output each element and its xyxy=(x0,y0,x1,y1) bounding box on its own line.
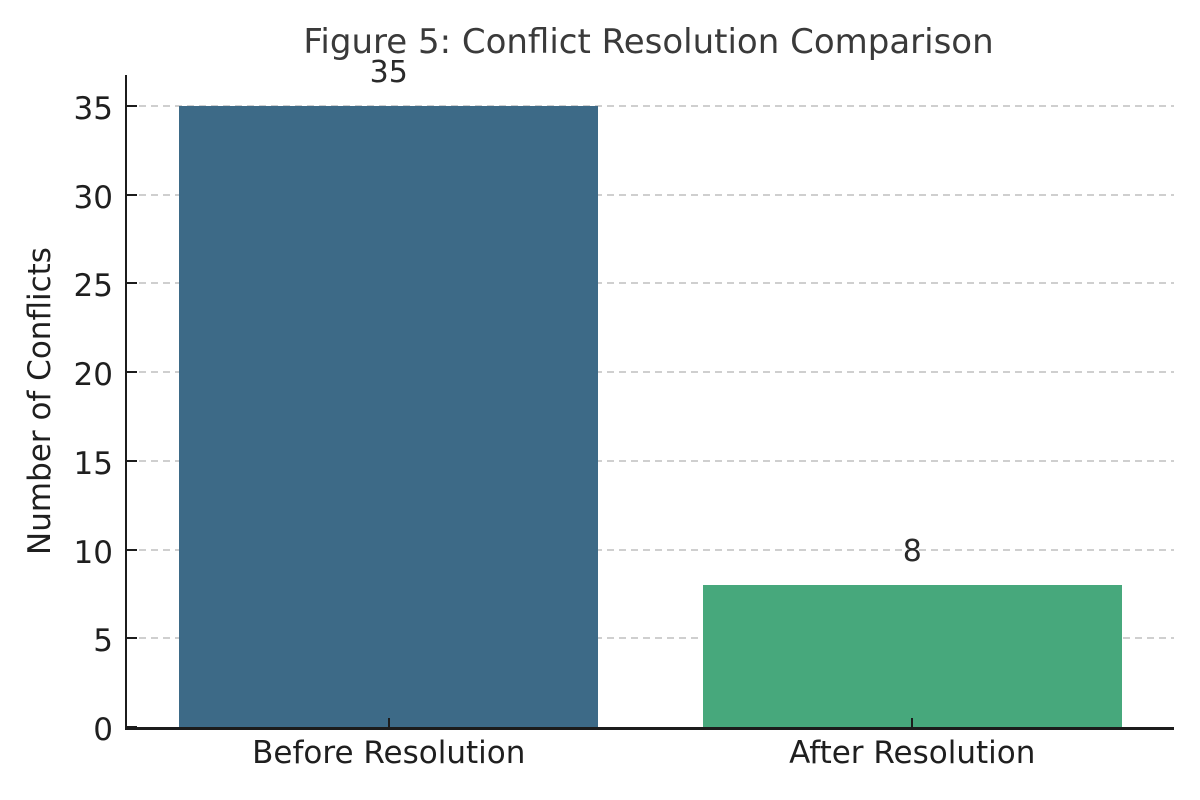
gridline xyxy=(127,371,1174,374)
y-tick-label: 5 xyxy=(93,623,113,660)
y-tick-label: 15 xyxy=(73,445,113,482)
x-tick-label: After Resolution xyxy=(789,735,1036,771)
y-tick-label: 35 xyxy=(73,91,113,128)
y-tick-label: 30 xyxy=(73,179,113,216)
x-tick-label: Before Resolution xyxy=(252,735,526,771)
bar-2 xyxy=(702,585,1122,727)
gridline xyxy=(127,637,1174,640)
y-axis-tick xyxy=(127,371,137,374)
y-tick-label: 25 xyxy=(73,268,113,305)
x-axis-tick xyxy=(911,718,914,727)
y-tick-label: 0 xyxy=(93,712,113,748)
gridline xyxy=(127,193,1174,196)
bar-1 xyxy=(179,106,599,727)
y-axis-tick xyxy=(127,459,137,462)
gridline xyxy=(127,282,1174,285)
gridline xyxy=(127,548,1174,551)
chart-title: Figure 5: Conflict Resolution Comparison xyxy=(303,22,994,62)
y-tick-label: 10 xyxy=(73,534,113,571)
y-axis-tick xyxy=(127,548,137,551)
y-axis-tick xyxy=(127,637,137,640)
x-axis-tick xyxy=(387,718,390,727)
gridline xyxy=(127,459,1174,462)
bar-value-label: 35 xyxy=(369,55,408,91)
y-axis-tick xyxy=(127,282,137,285)
plot-area: 0 5 10 15 20 25 30 35 35 Before Resolution 8 After … xyxy=(74,58,1174,771)
gridline xyxy=(127,105,1174,108)
y-axis-tick xyxy=(127,193,137,196)
bar-value-label: 8 xyxy=(902,534,922,570)
y-tick-label: 20 xyxy=(73,357,113,394)
y-axis-tick xyxy=(127,726,137,728)
y-axis-tick xyxy=(127,105,137,108)
